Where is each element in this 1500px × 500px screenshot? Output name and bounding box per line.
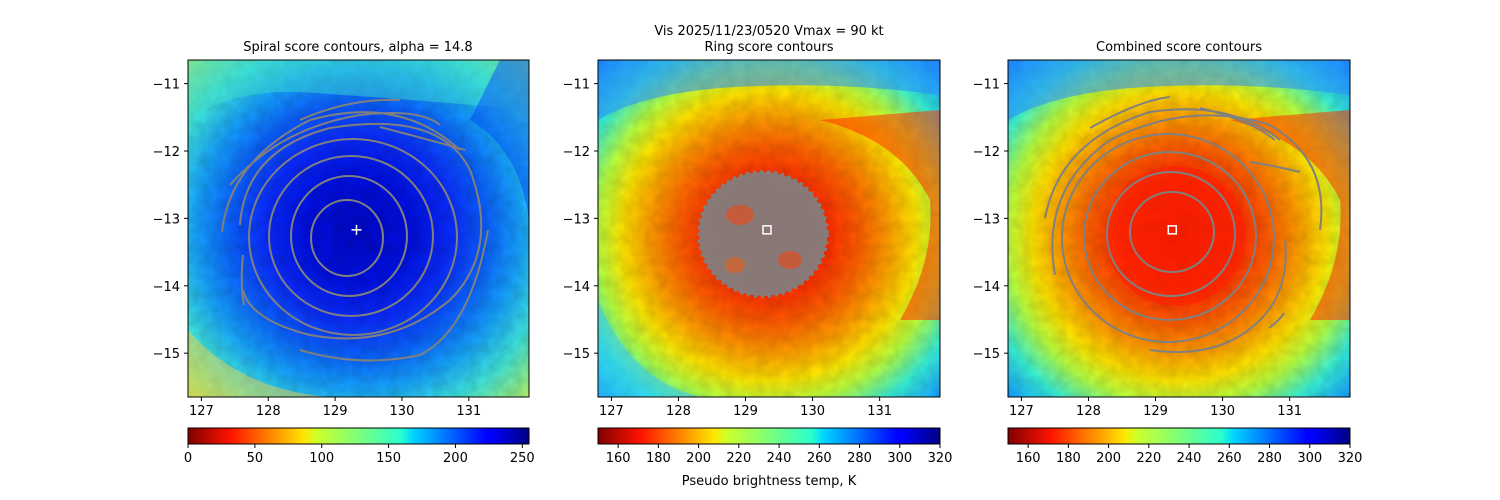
panel-combined: Combined score contours 127 128 129 [973, 40, 1363, 466]
axis-ticks: 127 128 129 130 131 −11 −12 −13 −14 −15 [973, 78, 1302, 419]
colorbar: 160 180 200 220 240 260 280 300 320 [1007, 427, 1363, 466]
cloud-band [1008, 60, 1350, 120]
y-tick-label: −14 [153, 280, 180, 295]
colorbar-tick-label: 160 [606, 451, 631, 466]
panel-title-combined: Combined score contours [1096, 40, 1262, 55]
colorbar-tick-label: 250 [510, 451, 535, 466]
axes-frame [187, 59, 530, 398]
colorbar-tick-label: 280 [1257, 451, 1282, 466]
x-tick-label: 127 [189, 404, 214, 419]
center-marker [762, 225, 772, 235]
colorbar-tick-label: 240 [767, 451, 792, 466]
combined-contours [1044, 96, 1323, 353]
colorbar-tick-label: 0 [184, 451, 192, 466]
x-tick-label: 128 [256, 404, 281, 419]
y-tick-label: −15 [973, 347, 1000, 362]
colorbar-tick-label: 320 [928, 451, 953, 466]
colorbar-tick-label: 300 [1297, 451, 1322, 466]
spiral-contours [221, 98, 489, 362]
cloud-band [598, 60, 940, 120]
y-tick-label: −14 [563, 280, 590, 295]
colorbar: 0 50 100 150 200 250 [184, 427, 535, 466]
colorbar-tick-label: 320 [1338, 451, 1363, 466]
y-tick-label: −13 [153, 212, 180, 227]
cloud-band [188, 330, 330, 397]
x-tick-label: 130 [800, 404, 825, 419]
y-tick-label: −11 [153, 78, 180, 93]
axes-frame [1007, 59, 1351, 398]
x-tick-label: 128 [1076, 404, 1101, 419]
colorbar-tick-label: 200 [1096, 451, 1121, 466]
y-tick-label: −13 [973, 212, 1000, 227]
panel-spiral: Spiral score contours, alpha = 14.8 [153, 40, 535, 466]
axes-frame [597, 59, 941, 398]
colorbar-label: Pseudo brightness temp, K [682, 474, 857, 489]
x-tick-label: 130 [1210, 404, 1235, 419]
colorbar: 160 180 200 220 240 260 280 300 320 [597, 427, 953, 466]
x-tick-label: 129 [733, 404, 758, 419]
x-tick-label: 129 [1143, 404, 1168, 419]
center-marker [1167, 225, 1178, 235]
x-tick-label: 131 [456, 404, 481, 419]
x-tick-label: 131 [1277, 404, 1302, 419]
x-tick-label: 131 [867, 404, 892, 419]
colorbar-tick-label: 150 [376, 451, 401, 466]
center-square-marker [762, 225, 772, 235]
colorbar-gradient [597, 427, 941, 445]
y-tick-label: −12 [153, 145, 180, 160]
figure-title: Vis 2025/11/23/0520 Vmax = 90 kt [654, 24, 883, 39]
x-tick-label: 127 [599, 404, 624, 419]
y-tick-label: −13 [563, 212, 590, 227]
colorbar-tick-label: 50 [247, 451, 264, 466]
center-plus-marker [351, 224, 362, 235]
y-tick-label: −14 [973, 280, 1000, 295]
panel-title-ring: Ring score contours [704, 40, 833, 55]
colorbar-tick-label: 200 [686, 451, 711, 466]
cloud-band [598, 300, 700, 397]
y-tick-label: −12 [973, 145, 1000, 160]
storm-core [1106, 166, 1246, 306]
y-tick-label: −11 [973, 78, 1000, 93]
cloud-band [188, 60, 529, 120]
center-square-marker [1167, 225, 1178, 235]
colorbar-tick-label: 100 [309, 451, 334, 466]
cloud-band [820, 110, 940, 320]
colorbar-tick-label: 240 [1177, 451, 1202, 466]
cloud-band [1230, 110, 1350, 320]
colorbar-tick-label: 280 [847, 451, 872, 466]
y-tick-label: −11 [563, 78, 590, 93]
colorbar-tick-label: 200 [443, 451, 468, 466]
y-tick-label: −15 [153, 347, 180, 362]
x-tick-label: 130 [390, 404, 415, 419]
x-tick-label: 129 [323, 404, 348, 419]
x-tick-label: 128 [666, 404, 691, 419]
cloud-band [470, 60, 529, 220]
colorbar-tick-label: 220 [726, 451, 751, 466]
colorbar-tick-label: 160 [1016, 451, 1041, 466]
colorbar-tick-label: 300 [887, 451, 912, 466]
colorbar-tick-label: 220 [1136, 451, 1161, 466]
axis-ticks: 127 128 129 130 131 −11 −12 −13 −14 −15 [153, 78, 482, 419]
panel-title-spiral: Spiral score contours, alpha = 14.8 [243, 40, 472, 55]
colorbar-tick-label: 260 [807, 451, 832, 466]
colorbar-gradient [1007, 427, 1351, 445]
x-tick-label: 127 [1009, 404, 1034, 419]
center-marker [351, 224, 362, 235]
colorbar-tick-label: 260 [1217, 451, 1242, 466]
colorbar-tick-label: 180 [1056, 451, 1081, 466]
y-tick-label: −12 [563, 145, 590, 160]
axis-ticks: 127 128 129 130 131 −11 −12 −13 −14 −15 [563, 78, 892, 419]
colorbar-gradient [187, 427, 530, 445]
colorbar-tick-label: 180 [646, 451, 671, 466]
panel-ring: Ring score contours 127 128 129 130 131 −11 −1… [563, 40, 953, 489]
y-tick-label: −15 [563, 347, 590, 362]
